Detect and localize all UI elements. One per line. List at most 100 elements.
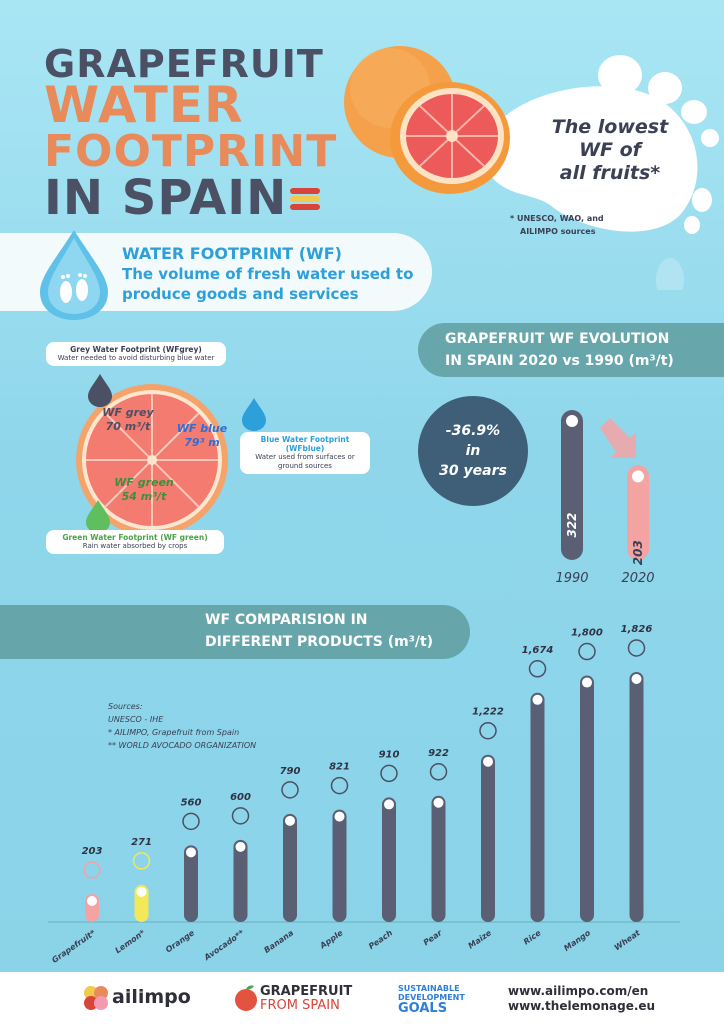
green-segment-value: 54 m³/t — [121, 490, 167, 503]
blue-segment-name: WF blue — [176, 422, 228, 435]
bubble-line-3: all fruits* — [559, 162, 661, 184]
cmp-category-label-peach: Peach — [367, 928, 394, 951]
cmp-bar-cap-wheat — [631, 674, 642, 684]
footprint-bubble — [480, 86, 698, 232]
comparison-banner — [0, 605, 470, 659]
source-3: ** WORLD AVOCADO ORGANIZATION — [108, 741, 257, 750]
cmp-category-label-lemon: Lemon* — [113, 928, 147, 955]
sdg-line-1: SUSTAINABLE — [398, 984, 460, 993]
sources-block: Sources: UNESCO - IHE * AILIMPO, Grapefr… — [108, 700, 256, 752]
evo-value-label-1990: 322 — [565, 512, 579, 537]
grey-wf-legend-title: Grey Water Footprint (WFgrey) — [70, 345, 202, 354]
evo-value-label-2020: 203 — [631, 540, 645, 565]
bubble-line-2: WF of — [579, 139, 641, 161]
cmp-value-label-pear: 922 — [428, 748, 449, 759]
source-1: UNESCO - IHE — [108, 715, 164, 724]
url-lemonage[interactable]: www.thelemonage.eu — [508, 999, 656, 1013]
sources-title: Sources: — [108, 702, 143, 711]
cmp-bar-cap-lemon — [136, 886, 147, 897]
evo-bar-1990 — [561, 410, 583, 560]
green-segment-name: WF green — [114, 476, 174, 489]
change-line-3: 30 years — [439, 463, 507, 479]
cmp-category-label-avocado: Avocado** — [202, 928, 246, 963]
apple-icon — [330, 776, 349, 795]
grey-wf-legend: Grey Water Footprint (WFgrey) Water need… — [46, 342, 226, 366]
sdg-line-2: DEVELOPMENT — [398, 993, 465, 1002]
cmp-value-label-grapefruit: 203 — [82, 846, 103, 857]
cmp-category-label-wheat: Wheat — [613, 928, 643, 953]
cmp-category-label-banana: Banana — [262, 928, 295, 955]
cmp-value-label-banana: 790 — [280, 766, 301, 777]
cmp-bar-cap-maize — [483, 756, 493, 767]
blue-segment-label: WF blue 79³ m — [162, 422, 242, 450]
evolution-title-line-1: GRAPEFRUIT WF EVOLUTION — [445, 331, 670, 347]
orange-icon — [182, 812, 200, 831]
cmp-value-label-avocado: 600 — [230, 792, 251, 803]
change-line-1: -36.9% — [445, 423, 501, 439]
blue-segment-value: 79³ m — [184, 436, 220, 449]
cmp-bar-banana — [283, 813, 297, 922]
cmp-category-label-mango: Mango — [562, 928, 592, 953]
lemon-icon — [132, 852, 151, 870]
cmp-bar-wheat — [629, 672, 644, 922]
note-line-1: * UNESCO, WAO, and — [510, 214, 604, 223]
blue-wf-legend-desc: Water used from surfaces or ground sourc… — [255, 453, 355, 470]
wheat-icon — [627, 639, 646, 657]
grey-segment-name: WF grey — [102, 406, 154, 419]
grey-wf-legend-desc: Water needed to avoid disturbing blue wa… — [57, 354, 215, 362]
comparison-title: WF COMPARISION IN DIFFERENT PRODUCTS (m³… — [205, 609, 465, 653]
cmp-value-label-mango: 1,800 — [571, 628, 603, 639]
footer — [0, 972, 724, 1024]
url-ailimpo[interactable]: www.ailimpo.com/en — [508, 984, 649, 998]
cmp-bar-cap-peach — [384, 799, 394, 810]
ailimpo-logo: ailimpo — [112, 986, 191, 1008]
cmp-bar-cap-orange — [186, 847, 196, 858]
change-text: -36.9% in 30 years — [418, 421, 528, 481]
water-drop-footprint-icon — [40, 230, 108, 320]
cmp-bar-cap-mango — [582, 677, 592, 688]
wf-wheel — [76, 374, 228, 536]
cmp-bar-cap-avocado — [235, 841, 246, 852]
cmp-category-label-maize: Maize — [467, 928, 494, 951]
sdg-logo: SUSTAINABLE DEVELOPMENT GOALS — [398, 984, 465, 1016]
grapefruit-icon — [83, 861, 101, 879]
cmp-bar-cap-pear — [433, 797, 444, 808]
cmp-bar-cap-grapefruit — [87, 896, 97, 906]
cmp-value-label-lemon: 271 — [131, 837, 152, 848]
wf-definition-description: The volume of fresh water used to produc… — [122, 265, 414, 303]
grey-segment-value: 70 m³/t — [105, 420, 151, 433]
grapefruit-from-spain-logo: GRAPEFRUIT FROM SPAIN — [260, 985, 352, 1013]
evolution-chart: 322 1990 203 2020 — [555, 410, 655, 586]
blue-wf-legend: Blue Water Footprint (WFblue) Water used… — [240, 432, 370, 474]
cmp-bar-rice — [530, 692, 545, 922]
evolution-title-line-2: IN SPAIN 2020 vs 1990 (m³/t) — [445, 353, 674, 369]
toe-5 — [692, 188, 712, 212]
lowest-wf-text: The lowest WF of all fruits* — [545, 116, 675, 185]
bubble-footnote: * UNESCO, WAO, and AILIMPO sources — [510, 212, 670, 238]
blue-wf-legend-title: Blue Water Footprint (WFblue) — [260, 435, 350, 453]
comparison-chart: 203 Grapefruit* 271 Lemon* 560 Orange 600 Avoca… — [48, 624, 680, 965]
evo-bar-cap-1990 — [566, 415, 578, 427]
change-line-2: in — [465, 443, 481, 459]
cmp-bar-orange — [184, 845, 198, 922]
cmp-value-label-peach: 910 — [379, 749, 400, 760]
sdg-line-3: GOALS — [398, 1001, 448, 1016]
down-arrow-icon — [600, 418, 636, 458]
ailimpo-logo-icon — [84, 986, 108, 1010]
change-circle — [418, 396, 528, 506]
evo-bar-2020 — [627, 465, 649, 560]
source-2: * AILIMPO, Grapefruit from Spain — [108, 728, 240, 737]
cmp-value-label-maize: 1,222 — [472, 707, 504, 718]
evo-bar-cap-2020 — [632, 470, 644, 483]
cmp-category-label-apple: Apple — [318, 928, 346, 951]
evo-category-label-1990: 1990 — [555, 571, 588, 586]
banana-icon — [281, 781, 299, 799]
hero-illustration — [344, 46, 719, 290]
cmp-bar-cap-apple — [334, 811, 345, 822]
cmp-value-label-orange: 560 — [181, 797, 202, 808]
cmp-category-label-rice: Rice — [522, 928, 543, 947]
gff-line-2: FROM SPAIN — [260, 998, 340, 1013]
green-wf-legend: Green Water Footprint (WF green) Rain wa… — [46, 530, 224, 554]
cmp-category-label-pear: Pear — [422, 928, 445, 948]
grey-drop-icon — [88, 374, 112, 407]
